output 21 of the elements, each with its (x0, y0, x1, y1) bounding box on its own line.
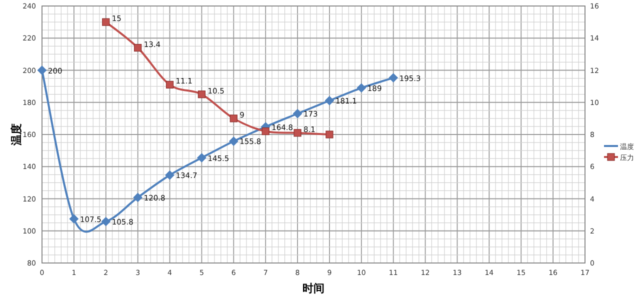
point (38, 66, 46, 75)
point (326, 130, 334, 138)
point (324, 96, 334, 106)
point (198, 90, 206, 98)
point (262, 127, 270, 136)
x-axis-title: 时间 (302, 282, 324, 295)
point (388, 73, 398, 82)
point (166, 80, 174, 89)
point (133, 192, 142, 202)
y-axis-title: 温度 (10, 124, 23, 146)
point (197, 153, 206, 162)
point (230, 114, 238, 122)
point (229, 136, 238, 146)
point (165, 170, 174, 180)
point (101, 217, 110, 226)
point (134, 44, 142, 52)
point (69, 214, 78, 224)
point (102, 18, 110, 26)
point (356, 83, 366, 92)
point (293, 109, 302, 118)
point (294, 129, 302, 137)
